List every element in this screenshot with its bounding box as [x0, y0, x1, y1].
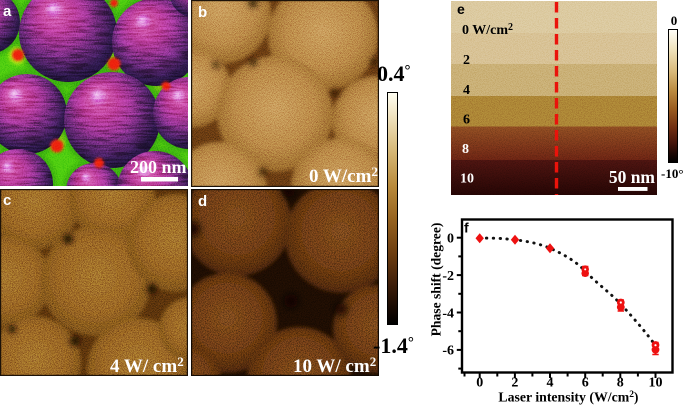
svg-text:c: c — [3, 192, 11, 209]
svg-text:Phase shift (degree): Phase shift (degree) — [429, 223, 445, 337]
svg-text:200 nm: 200 nm — [130, 157, 187, 177]
svg-text:6: 6 — [582, 375, 589, 390]
svg-text:4: 4 — [463, 83, 470, 98]
svg-text:10: 10 — [649, 375, 663, 390]
svg-text:4: 4 — [547, 375, 554, 390]
svg-text:e: e — [457, 1, 465, 17]
svg-text:2: 2 — [463, 53, 470, 68]
svg-text:2: 2 — [511, 375, 518, 390]
svg-text:-4: -4 — [442, 306, 454, 321]
svg-text:8: 8 — [617, 375, 624, 390]
svg-text:50 nm: 50 nm — [609, 167, 656, 187]
svg-text:0: 0 — [447, 232, 454, 247]
svg-text:-6: -6 — [442, 344, 454, 359]
svg-text:b: b — [198, 4, 207, 21]
svg-text:0 W/cm2: 0 W/cm2 — [462, 22, 513, 38]
svg-text:10: 10 — [460, 172, 474, 187]
svg-text:6: 6 — [463, 113, 470, 128]
svg-text:f: f — [464, 220, 469, 236]
svg-text:0: 0 — [476, 375, 483, 390]
svg-text:0 W/cm2: 0 W/cm2 — [309, 164, 378, 187]
svg-text:10 W/ cm2: 10 W/ cm2 — [293, 354, 376, 376]
svg-text:4 W/ cm2: 4 W/ cm2 — [110, 354, 184, 376]
svg-text:d: d — [198, 193, 207, 210]
svg-text:a: a — [3, 3, 12, 20]
svg-text:8: 8 — [462, 142, 469, 157]
svg-text:-2: -2 — [442, 269, 454, 284]
svg-text:Laser intensity (W/cm2): Laser intensity (W/cm2) — [498, 390, 638, 406]
